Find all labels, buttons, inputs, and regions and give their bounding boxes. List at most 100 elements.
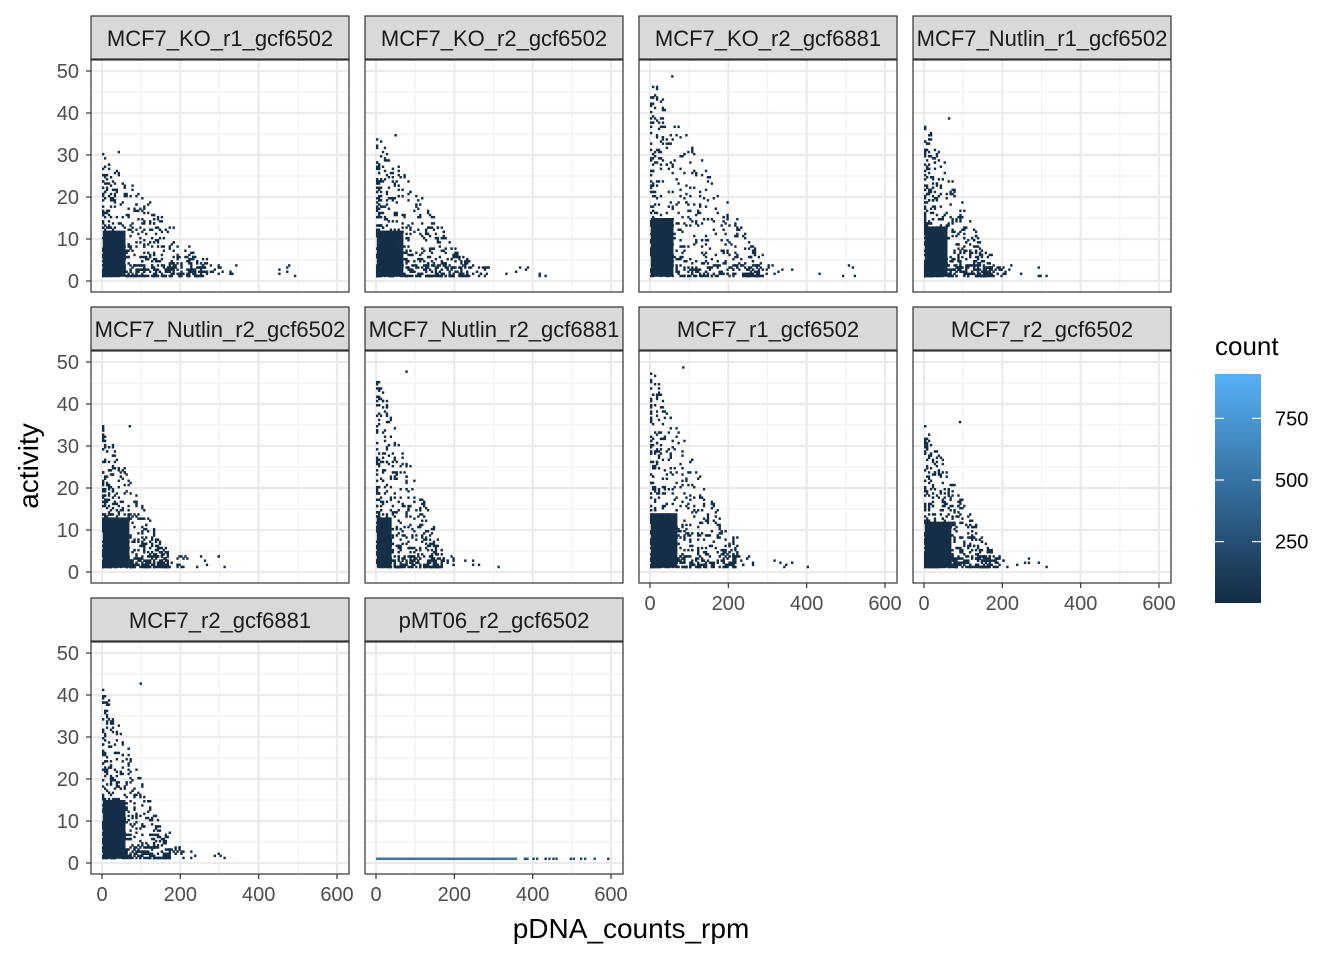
heatmap-bin <box>431 252 433 255</box>
heatmap-bin <box>129 564 131 567</box>
heatmap-bin <box>981 541 983 544</box>
heatmap-bin <box>953 528 955 531</box>
heatmap-bin <box>382 166 384 169</box>
heatmap-bin <box>102 153 104 156</box>
y-tick-label: 0 <box>68 562 79 584</box>
heatmap-bin <box>169 226 171 229</box>
heatmap-bin <box>431 532 433 535</box>
heatmap-bin <box>963 210 965 213</box>
heatmap-bin <box>376 387 378 390</box>
heatmap-bin <box>985 543 987 546</box>
heatmap-bin <box>670 271 672 274</box>
heatmap-bin <box>675 562 677 565</box>
heatmap-bin <box>654 191 656 194</box>
heatmap-bin <box>668 562 670 565</box>
heatmap-bin <box>143 208 145 211</box>
heatmap-bin <box>967 515 969 518</box>
heatmap-bin <box>126 557 128 560</box>
heatmap-bin <box>993 264 995 267</box>
heatmap-bin <box>380 155 382 158</box>
heatmap-bin <box>650 247 652 250</box>
heatmap-bin <box>674 543 676 546</box>
heatmap-bin <box>936 494 938 497</box>
heatmap-bin <box>401 543 403 546</box>
heatmap-bin <box>159 551 161 554</box>
heatmap-bin <box>670 452 672 455</box>
heatmap-bin <box>161 216 163 219</box>
heatmap-bin <box>930 134 932 137</box>
heatmap-bin <box>102 718 104 721</box>
heatmap-bin <box>675 471 677 474</box>
heatmap-bin <box>930 444 932 447</box>
heatmap-bin <box>110 193 112 196</box>
heatmap-bin <box>456 256 458 258</box>
heatmap-bin <box>713 505 715 508</box>
heatmap-bin <box>392 465 394 468</box>
heatmap-bin <box>736 235 738 238</box>
heatmap-bin <box>658 538 660 541</box>
heatmap-bin <box>386 231 388 234</box>
heatmap-bin <box>926 201 928 204</box>
heatmap-bin <box>435 258 437 261</box>
heatmap-bin <box>143 252 145 255</box>
heatmap-bin <box>658 387 660 390</box>
heatmap-bin <box>724 530 726 533</box>
heatmap-bin <box>650 505 652 508</box>
heatmap-bin <box>204 559 206 562</box>
heatmap-bin <box>108 461 110 464</box>
heatmap-bin <box>180 262 182 265</box>
heatmap-bin <box>951 549 953 552</box>
heatmap-bin <box>721 239 723 242</box>
heatmap-bin <box>110 184 112 187</box>
heatmap-bin <box>695 511 697 513</box>
heatmap-bin <box>701 557 703 560</box>
heatmap-bin <box>779 562 781 565</box>
heatmap-bin <box>924 268 926 271</box>
heatmap-bin <box>398 551 400 554</box>
heatmap-bin <box>664 492 666 495</box>
y-tick-label: 10 <box>57 229 79 251</box>
heatmap-bin <box>652 195 654 198</box>
heatmap-bin <box>924 174 926 177</box>
heatmap-bin <box>674 538 676 541</box>
heatmap-bin <box>660 448 662 451</box>
heatmap-bin <box>724 243 726 246</box>
heatmap-bin <box>124 549 126 552</box>
heatmap-bin <box>691 147 693 150</box>
heatmap-bin <box>672 528 674 531</box>
facet-strip-label: MCF7_KO_r2_gcf6881 <box>655 26 881 51</box>
heatmap-bin <box>948 264 950 267</box>
heatmap-bin <box>411 268 413 271</box>
facet-strip-label: MCF7_Nutlin_r2_gcf6502 <box>95 317 346 342</box>
heatmap-bin <box>147 252 149 255</box>
heatmap-bin <box>131 189 133 192</box>
heatmap-bin <box>711 258 713 261</box>
heatmap-bin <box>695 260 697 263</box>
heatmap-bin <box>386 526 388 529</box>
heatmap-bin <box>685 555 687 558</box>
heatmap-bin <box>979 241 981 244</box>
heatmap-bin <box>380 180 382 183</box>
heatmap-bin <box>963 543 965 546</box>
heatmap-bin <box>135 245 137 248</box>
heatmap-bin <box>942 216 944 219</box>
heatmap-bin <box>131 184 133 187</box>
heatmap-bin <box>427 549 429 552</box>
heatmap-bin <box>378 404 380 407</box>
heatmap-bin <box>145 233 147 236</box>
heatmap-bin <box>145 528 147 531</box>
heatmap-bin <box>421 553 423 556</box>
heatmap-bin <box>441 553 443 556</box>
heatmap-bin <box>928 433 930 436</box>
heatmap-bin <box>141 526 143 529</box>
heatmap-bin <box>159 237 161 240</box>
heatmap-bin <box>378 492 380 495</box>
heatmap-bin <box>102 448 104 451</box>
heatmap-bin <box>752 273 754 276</box>
heatmap-bin <box>687 275 689 278</box>
heatmap-bin <box>752 268 754 271</box>
heatmap-bin <box>206 564 208 567</box>
heatmap-bin <box>703 503 705 506</box>
heatmap-bin <box>108 530 110 533</box>
